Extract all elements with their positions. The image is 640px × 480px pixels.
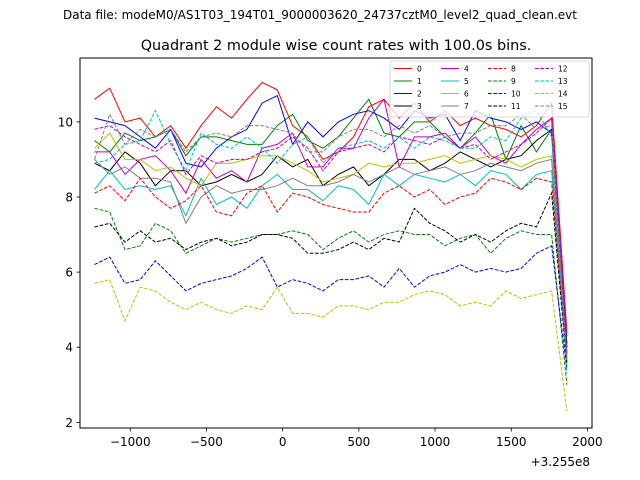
y-axis-ticks: 2 4 6 8 10 xyxy=(58,115,80,430)
legend-label-10: 10 xyxy=(511,89,521,98)
legend-label-13: 13 xyxy=(558,77,568,86)
series-line-9 xyxy=(94,207,568,385)
legend-label-15: 15 xyxy=(558,102,568,111)
x-tick-label: −1000 xyxy=(110,435,151,449)
figure-suptitle: Data file: modeM0/AS1T03_194T01_90000036… xyxy=(63,8,577,22)
x-tick-label: 500 xyxy=(347,435,370,449)
legend-label-12: 12 xyxy=(558,64,568,73)
y-tick-label: 4 xyxy=(65,341,73,355)
x-tick-label: 1500 xyxy=(496,435,527,449)
series-line-13 xyxy=(94,109,568,374)
series-line-8 xyxy=(94,177,568,363)
legend-label-5: 5 xyxy=(464,77,469,86)
y-tick-label: 2 xyxy=(65,416,73,430)
series-line-10 xyxy=(94,245,568,370)
series-line-7 xyxy=(94,158,568,359)
legend-label-0: 0 xyxy=(417,64,422,73)
series-line-14 xyxy=(94,279,568,412)
series-line-6 xyxy=(94,132,568,355)
legend-label-8: 8 xyxy=(511,64,516,73)
series-line-11 xyxy=(94,191,568,367)
y-tick-label: 6 xyxy=(65,266,73,280)
x-tick-label: −500 xyxy=(190,435,223,449)
legend-label-6: 6 xyxy=(464,89,469,98)
series-line-0 xyxy=(94,81,568,333)
y-tick-label: 10 xyxy=(58,115,73,129)
legend-label-7: 7 xyxy=(464,102,469,111)
x-tick-label: 2000 xyxy=(572,435,603,449)
series-line-5 xyxy=(94,169,568,363)
plot-lines xyxy=(94,81,568,412)
series-line-4 xyxy=(94,98,568,337)
x-axis-offset-label: +3.255e8 xyxy=(531,455,590,469)
x-tick-label: 0 xyxy=(279,435,287,449)
legend-label-1: 1 xyxy=(417,77,422,86)
legend-label-9: 9 xyxy=(511,77,516,86)
chart-title: Quadrant 2 module wise count rates with … xyxy=(141,38,532,54)
x-tick-label: 1000 xyxy=(420,435,451,449)
legend-label-3: 3 xyxy=(417,102,422,111)
legend-box xyxy=(389,60,590,118)
series-line-1 xyxy=(94,98,568,352)
axes-frame xyxy=(79,57,593,429)
legend-label-14: 14 xyxy=(558,89,568,98)
y-tick-label: 8 xyxy=(65,190,73,204)
legend-label-4: 4 xyxy=(464,64,469,73)
series-line-2 xyxy=(94,94,568,348)
series-line-12 xyxy=(94,116,568,355)
series-line-15 xyxy=(94,113,568,359)
legend-label-2: 2 xyxy=(417,89,422,98)
legend-label-11: 11 xyxy=(511,102,521,111)
x-axis-ticks: −1000 −500 0 500 1000 1500 2000 xyxy=(110,428,603,449)
